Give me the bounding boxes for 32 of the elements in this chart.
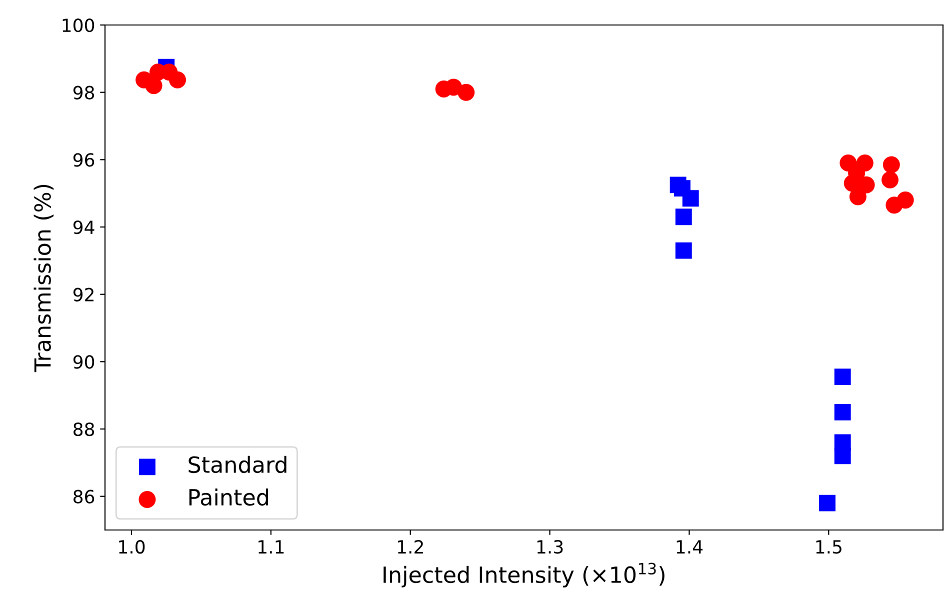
x-axis-title: Injected Intensity (×10$^{13}$)	[384, 562, 664, 588]
x-tick-label: 1.4	[676, 540, 703, 554]
point	[675, 208, 692, 226]
y-tick-label: 90	[73, 355, 94, 369]
point	[882, 171, 899, 188]
y-tick-label: 86	[74, 490, 94, 504]
y-tick-label: 92	[73, 288, 94, 302]
point	[145, 77, 162, 94]
point	[458, 84, 475, 101]
legend-label: Standard	[188, 456, 286, 474]
x-tick-label: 1.0	[119, 540, 145, 554]
y-tick-label: 98	[73, 86, 94, 100]
point	[169, 71, 186, 88]
x-tick-label: 1.3	[537, 540, 563, 554]
point	[896, 192, 914, 209]
y-tick-label: 88	[74, 422, 94, 436]
point	[834, 368, 851, 386]
y-tick-label: 96	[73, 153, 94, 167]
y-tick-label: 94	[73, 220, 94, 234]
x-tick-label: 1.2	[398, 540, 423, 554]
point	[834, 448, 851, 464]
point	[819, 494, 836, 512]
legend-label: Painted	[189, 488, 268, 506]
x-tick-label: 1.1	[258, 540, 284, 554]
x-tick-label: 1.5	[816, 540, 842, 554]
point	[682, 190, 699, 207]
y-tick-label: 100	[62, 18, 94, 32]
y-axis-title: Transmission (%)	[34, 184, 54, 372]
point	[882, 156, 900, 174]
point	[675, 242, 692, 259]
point	[834, 404, 851, 420]
point	[849, 188, 866, 206]
